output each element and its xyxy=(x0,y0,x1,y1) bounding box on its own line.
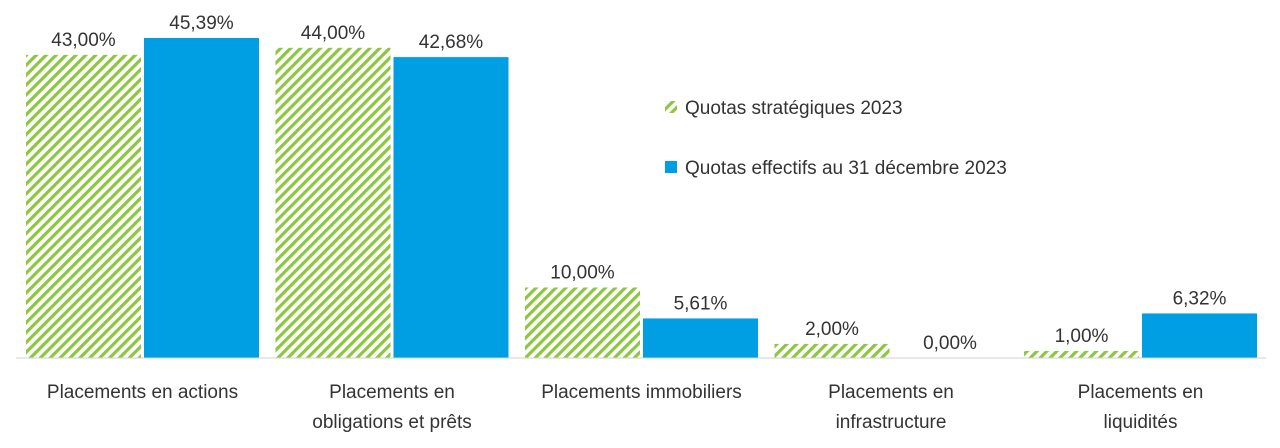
data-label-series2-cat5: 6,32% xyxy=(1173,288,1227,309)
data-label-series1-cat5: 1,00% xyxy=(1055,326,1109,347)
category-label-4: Placements en infrastructure xyxy=(828,382,954,433)
bars-group xyxy=(26,38,1257,359)
value-labels-group: 43,00% 45,39% 44,00% 42,68% 10,00% 5,61% 2,00%… xyxy=(51,13,1226,354)
category-label-line: Placements immobiliers xyxy=(541,382,742,403)
data-label-series1-cat1: 43,00% xyxy=(51,30,116,51)
category-label-5: Placements en liquidités xyxy=(1078,382,1204,433)
data-label-series2-cat2: 42,68% xyxy=(419,32,484,53)
category-labels-group: Placements en actions Placements en obliga… xyxy=(47,382,1203,433)
legend-label-series2: Quotas effectifs au 31 décembre 2023 xyxy=(685,158,1007,179)
category-label-line: Placements en actions xyxy=(47,382,238,403)
data-label-series2-cat1: 45,39% xyxy=(169,13,234,34)
data-label-series1-cat3: 10,00% xyxy=(550,263,615,284)
category-label-line: Placements en xyxy=(1078,382,1204,403)
category-label-1: Placements en actions xyxy=(47,382,238,403)
category-label-line: liquidités xyxy=(1104,412,1178,433)
bar-series2-cat1 xyxy=(144,38,259,359)
bar-series1-cat1 xyxy=(26,54,141,358)
bar-series1-cat4 xyxy=(774,343,890,358)
category-label-2: Placements en obligations et prêts xyxy=(312,382,472,433)
data-label-series1-cat2: 44,00% xyxy=(301,23,366,44)
category-label-line: Placements en xyxy=(828,382,954,403)
legend-label-series1: Quotas stratégiques 2023 xyxy=(685,98,903,119)
bar-series1-cat3 xyxy=(525,287,640,358)
category-label-line: infrastructure xyxy=(836,412,947,433)
data-label-series2-cat3: 5,61% xyxy=(674,293,728,314)
category-label-line: Placements en xyxy=(329,382,455,403)
legend: Quotas stratégiques 2023 Quotas effectifs… xyxy=(665,98,1007,179)
bar-series2-cat2 xyxy=(393,57,509,359)
bar-series2-cat5 xyxy=(1142,313,1257,358)
data-label-series2-cat4: 0,00% xyxy=(923,333,977,354)
bar-series1-cat5 xyxy=(1024,350,1139,358)
category-label-3: Placements immobiliers xyxy=(541,382,742,403)
category-label-line: obligations et prêts xyxy=(312,412,472,433)
legend-swatch-series2 xyxy=(665,161,677,173)
data-label-series1-cat4: 2,00% xyxy=(805,319,859,340)
legend-swatch-series1 xyxy=(665,101,677,113)
bar-series2-cat3 xyxy=(643,318,758,358)
bar-series1-cat2 xyxy=(275,47,391,359)
